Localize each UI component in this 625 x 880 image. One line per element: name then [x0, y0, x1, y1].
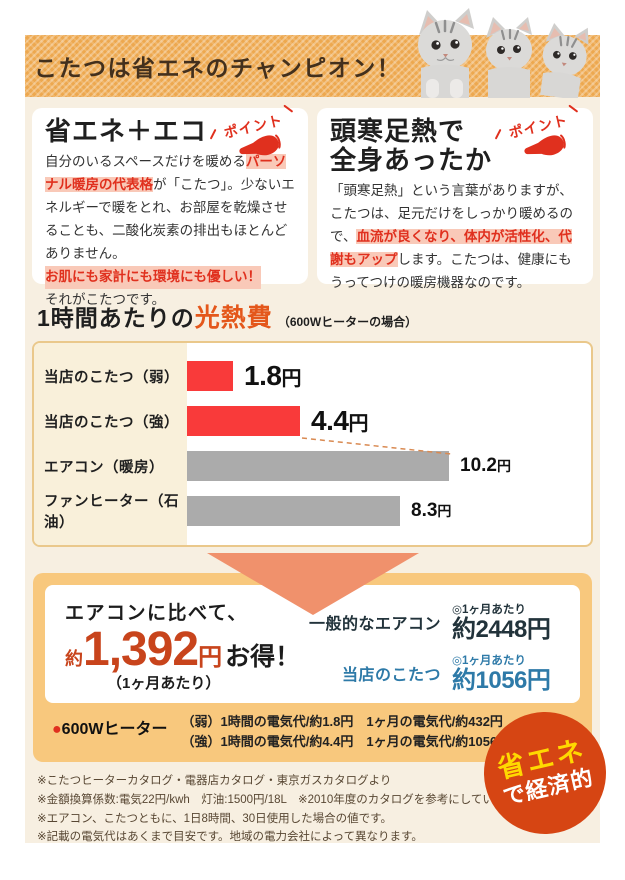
- pointing-hand-icon: [524, 134, 566, 156]
- aircon-monthly-note: ◎1ヶ月あたり: [452, 604, 526, 616]
- eco-text-3: それがこたつです。: [45, 291, 166, 307]
- heater-name: ●600Wヒーター: [52, 712, 167, 739]
- chart-bar: [187, 451, 449, 481]
- eco-highlight-2: お肌にも家計にも環境にも優しい！: [45, 265, 261, 289]
- chart-bar: [187, 361, 233, 391]
- info-box-eco: 省エネ＋エコ ポイント 自分のいるスペースだけを暖めるパーソナル暖房の代表格が「…: [32, 104, 308, 307]
- heater-cost-lines: （弱）1時間の電気代/約1.8円 1ヶ月の電気代/約432円 （強）1時間の電気…: [181, 712, 510, 752]
- chart-value: 10.2円: [460, 455, 511, 476]
- chart-row: 当店のこたつ（弱） 1.8円: [34, 360, 591, 391]
- chart-category-label: 当店のこたつ（弱）: [44, 369, 179, 386]
- point-stamp: ポイント: [494, 104, 586, 176]
- chart-value: 1.8円: [244, 360, 302, 391]
- savings-amount-line: 約 1,392 円 お得！: [65, 623, 301, 676]
- chart-label-column-background: [34, 343, 187, 545]
- savings-suffix: お得！: [225, 643, 301, 671]
- kitten-middle: [486, 17, 532, 98]
- chart-title-accent: 光熱費: [194, 304, 273, 332]
- footnote-line: ※こたつヒーターカタログ・電器店カタログ・東京ガスカタログより: [37, 775, 392, 788]
- footnote-line: ※金額換算係数:電気22円/kwh 灯油:1500円/18L ※2010年度のカ…: [37, 793, 528, 806]
- chart-bar: [187, 406, 300, 436]
- comparison-row-kotatsu: 当店のこたつ ◎1ヶ月あたり 約1056円: [309, 652, 564, 694]
- kotatsu-value-column: ◎1ヶ月あたり 約1056円: [452, 652, 564, 694]
- per-month-note: （1ヶ月あたり）: [107, 675, 221, 693]
- comparison-inner-card: エアコンに比べて、 約 1,392 円 お得！ （1ヶ月あたり） 一般的なエアコ…: [45, 585, 580, 703]
- kitten-right: [540, 23, 589, 98]
- footnote-line: ※エアコン、こたつともに、1日8時間、30日使用した場合の値です。: [37, 812, 393, 825]
- info-box-warmth: 頭寒足熱で 全身あったか ポイント 「頭寒足熱」という言葉がありますが、こたつは、…: [317, 104, 593, 290]
- chart-value: 4.4円: [311, 405, 369, 436]
- footnotes: ※こたつヒーターカタログ・電器店カタログ・東京ガスカタログより ※金額換算係数:…: [37, 772, 593, 847]
- chart-rows: 当店のこたつ（弱） 1.8円当店のこたつ（強） 4.4円エアコン（暖房） 10.2円フ…: [34, 343, 591, 531]
- warmth-text-2: します。こたつは、健康にもうってつけの暖房機器なのです。: [330, 252, 572, 290]
- chart-title-note: （600Wヒーターの場合）: [277, 315, 418, 329]
- eco-box-body: 自分のいるスペースだけを暖めるパーソナル暖房の代表格が「こたつ」。少ないエネルギ…: [45, 151, 295, 312]
- chart-row: 当店のこたつ（強） 4.4円: [34, 405, 591, 436]
- chart-section-title: 1時間あたりの 光熱費 （600Wヒーターの場合）: [37, 298, 593, 334]
- savings-summary: エアコンに比べて、 約 1,392 円 お得！ （1ヶ月あたり）: [65, 598, 300, 695]
- heater-details: ●600Wヒーター （弱）1時間の電気代/約1.8円 1ヶ月の電気代/約432円…: [45, 712, 580, 752]
- comparison-panel: エアコンに比べて、 約 1,392 円 お得！ （1ヶ月あたり） 一般的なエアコ…: [33, 573, 592, 763]
- down-arrow: [206, 553, 419, 615]
- point-stamp: ポイント: [209, 104, 301, 176]
- content-area: 省エネ＋エコ ポイント 自分のいるスペースだけを暖めるパーソナル暖房の代表格が「…: [25, 97, 600, 843]
- savings-amount: 1,392: [83, 623, 199, 676]
- chart-title-prefix: 1時間あたりの: [37, 305, 195, 331]
- chart-bar: [187, 496, 400, 526]
- kittens-photo: [418, 8, 589, 98]
- bullet-icon: ●: [52, 721, 62, 738]
- yen-label: 円: [198, 644, 223, 671]
- chart-category-label: エアコン（暖房）: [44, 459, 164, 476]
- kotatsu-monthly-cost: 約1056円: [452, 666, 551, 694]
- comparison-row-aircon: 一般的なエアコン ◎1ヶ月あたり 約2448円: [309, 601, 564, 643]
- warmth-title-line2: 全身あったか: [330, 145, 493, 176]
- heater-cost-line-weak: （弱）1時間の電気代/約1.8円 1ヶ月の電気代/約432円: [181, 714, 503, 729]
- warmth-title-line1: 頭寒足熱で: [330, 116, 466, 146]
- eco-box-title: 省エネ＋エコ: [45, 116, 208, 146]
- warmth-box-body: 「頭寒足熱」という言葉がありますが、こたつは、足元だけをしっかり暖めるので、血流…: [330, 180, 580, 295]
- cost-bar-chart: 当店のこたつ（弱） 1.8円当店のこたつ（強） 4.4円エアコン（暖房） 10.2円フ…: [32, 341, 593, 547]
- footnote-line: ※記載の電気代はあくまで目安です。地域の電力会社によって異なります。: [37, 831, 423, 844]
- eco-text-1: 自分のいるスペースだけを暖める: [45, 154, 246, 170]
- chart-category-label: ファンヒーター（石油）: [44, 494, 179, 531]
- comparison-rows: 一般的なエアコン ◎1ヶ月あたり 約2448円 当店のこたつ ◎1ヶ月あたり 約…: [309, 598, 568, 695]
- eco-text-2: が「こたつ」。少ないエネルギーで暖をとれ、お部屋を乾燥させることも、二酸化炭素の…: [45, 177, 295, 261]
- warmth-box-title: 頭寒足熱で 全身あったか: [330, 116, 580, 176]
- aircon-label: 一般的なエアコン: [308, 615, 441, 633]
- chart-row: ファンヒーター（石油） 8.3円: [34, 494, 591, 531]
- warmth-text-1: 「頭寒足熱」という言葉がありますが、こたつは、足元だけをしっかり暖めるので、: [330, 183, 573, 245]
- aircon-value-column: ◎1ヶ月あたり 約2448円: [452, 601, 564, 643]
- heater-cost-line-strong: （強）1時間の電気代/約4.4円 1ヶ月の電気代/約1056円: [181, 734, 511, 750]
- aircon-monthly-cost: 約2448円: [452, 616, 551, 643]
- chart-row: エアコン（暖房） 10.2円: [34, 451, 591, 481]
- chart-value: 8.3円: [411, 500, 452, 521]
- pointing-hand-icon: [239, 134, 281, 156]
- page-title: こたつは省エネのチャンピオン！: [34, 55, 402, 81]
- kotatsu-monthly-note: ◎1ヶ月あたり: [452, 654, 526, 667]
- approx-label: 約: [65, 649, 83, 669]
- kitten-left: [418, 8, 474, 98]
- savings-headline: エアコンに比べて、: [65, 603, 248, 624]
- info-boxes-row: 省エネ＋エコ ポイント 自分のいるスペースだけを暖めるパーソナル暖房の代表格が「…: [32, 104, 593, 307]
- kotatsu-label: 当店のこたつ: [341, 666, 441, 684]
- chart-category-label: 当店のこたつ（強）: [44, 414, 179, 431]
- heater-name-text: 600Wヒーター: [61, 721, 168, 738]
